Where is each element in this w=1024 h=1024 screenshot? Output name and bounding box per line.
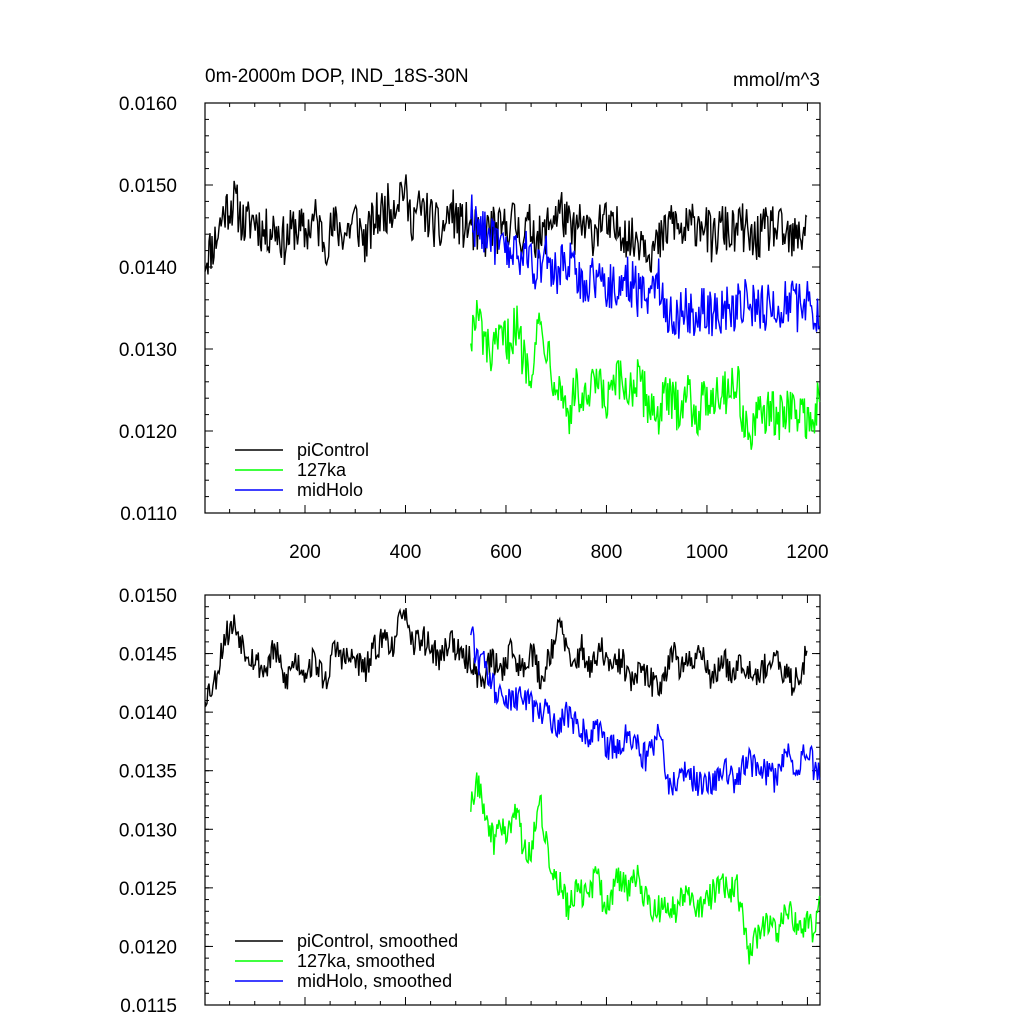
x-tick-label: 1200 — [786, 542, 828, 563]
top-panel: 0m-2000m DOP, IND_18S-30N mmol/m^3 0.016… — [119, 66, 829, 563]
y-tick-label: 0.0110 — [120, 504, 177, 525]
y-tick-label: 0.0115 — [120, 996, 177, 1017]
legend-label: midHolo — [297, 480, 363, 500]
x-tick-label: 800 — [591, 542, 623, 563]
y-tick-label: 0.0130 — [119, 820, 177, 841]
top-tick-group: 0.0160 0.0150 0.0140 0.0130 0.0120 0.0110 200 4… — [119, 94, 829, 563]
y-tick-label: 0.0120 — [119, 937, 177, 958]
x-tick-label: 1000 — [686, 542, 728, 563]
top-plot-frame — [204, 102, 821, 514]
series-line — [470, 194, 821, 339]
y-tick-label: 0.0160 — [119, 94, 177, 115]
legend-label: piControl, smoothed — [297, 931, 458, 951]
y-tick-label: 0.0150 — [119, 586, 177, 607]
series-line — [204, 174, 808, 275]
y-tick-label: 0.0130 — [119, 340, 177, 361]
x-tick-label: 200 — [289, 542, 321, 563]
legend-label: 127ka — [297, 460, 347, 480]
legend-label: 127ka, smoothed — [297, 951, 435, 971]
bottom-panel: 0.0150 0.0145 0.0140 0.0135 0.0130 0.0125 0.01… — [119, 586, 821, 1017]
y-tick-label: 0.0140 — [119, 258, 177, 279]
y-tick-label: 0.0150 — [119, 176, 177, 197]
y-tick-label: 0.0120 — [119, 422, 177, 443]
legend-label: midHolo, smoothed — [297, 971, 452, 991]
top-chart-units: mmol/m^3 — [733, 70, 820, 91]
y-tick-label: 0.0145 — [119, 645, 177, 666]
series-line — [204, 607, 808, 708]
series-line — [470, 299, 821, 450]
top-chart-title: 0m-2000m DOP, IND_18S-30N — [205, 66, 469, 87]
y-tick-label: 0.0125 — [119, 879, 177, 900]
x-tick-label: 600 — [490, 542, 522, 563]
bottom-plot-frame — [204, 594, 821, 1006]
legend-label: piControl — [297, 440, 369, 460]
y-tick-label: 0.0135 — [119, 762, 177, 783]
x-tick-label: 400 — [390, 542, 422, 563]
bottom-tick-group: 0.0150 0.0145 0.0140 0.0135 0.0130 0.0125 0.01… — [119, 586, 820, 1017]
bottom-series-group — [204, 607, 821, 965]
series-line — [470, 772, 821, 965]
y-tick-label: 0.0140 — [119, 703, 177, 724]
series-line — [470, 626, 821, 796]
top-series-group — [204, 174, 821, 450]
